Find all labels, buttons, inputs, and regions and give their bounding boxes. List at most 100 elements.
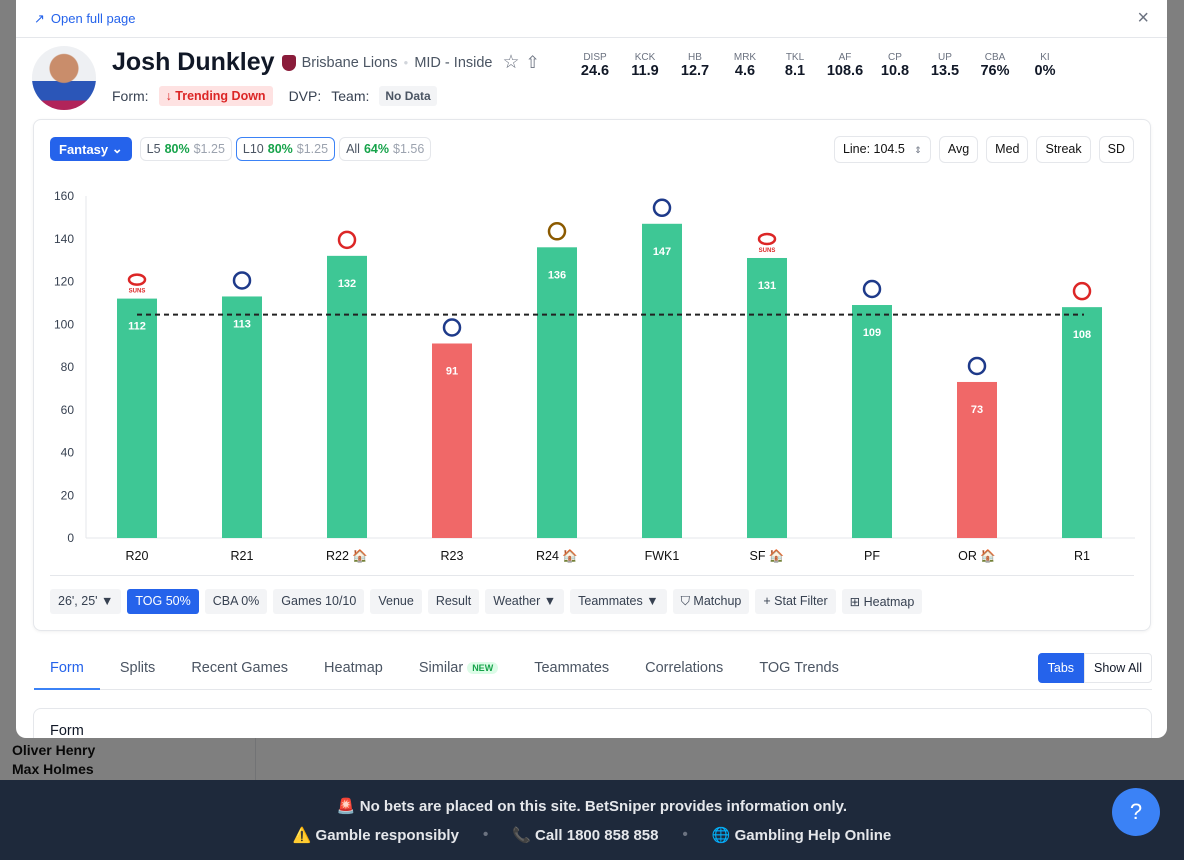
filter-chip[interactable]: Teammates ▼ [570,589,667,614]
bar-value-label: 108 [1073,329,1091,341]
bar-value-label: 91 [446,365,458,377]
chart-card: Fantasy ⌄ L5 80% $1.25 L10 80% $1.25 All 64% $1.… [33,119,1151,631]
x-tick-label: R24 🏠 [536,549,578,563]
filter-chip[interactable]: 26', 25' ▼ [50,589,122,614]
tabs-toggle[interactable]: Tabs [1037,653,1085,683]
stat-value: 12.7 [680,63,710,79]
tab-similar[interactable]: Similar NEW [419,652,499,690]
form-badge: ↓ Trending Down [158,86,273,106]
x-tick-label: OR 🏠 [958,549,996,563]
opponent-logo-icon [652,198,672,218]
dvp-label: DVP: [288,88,322,104]
tab-splits[interactable]: Splits [119,660,156,676]
disclaimer: 🚨 No bets are placed on this site. BetSn… [336,798,848,815]
separator: • [682,826,688,843]
bar [117,298,157,538]
y-tick-label: 120 [54,275,74,289]
bar [327,255,367,538]
x-tick-label: R1 [1074,549,1090,563]
call-link[interactable]: 📞 Call 1800 858 858 [512,827,659,844]
opponent-logo-icon [232,271,252,290]
y-tick-label: 0 [67,531,74,545]
bar-value-label: 147 [653,246,671,258]
stat-label: HB [688,52,702,63]
opponent-logo-icon [1072,281,1092,301]
filter-chip[interactable]: TOG 50% [127,589,199,614]
team-logo-icon [281,54,296,71]
stat-value: 10.8 [880,63,910,79]
stat-select[interactable]: Fantasy ⌄ [50,137,132,161]
share-icon[interactable]: ⇧ [525,52,540,72]
team-badge: No Data [379,86,437,106]
line-input[interactable]: Line: 104.5 ⇕ [833,136,931,163]
filter-chip[interactable]: Venue [370,589,422,614]
y-tick-label: 20 [61,488,75,502]
filter-chip[interactable]: + Stat Filter [755,589,836,614]
help-button[interactable]: ? [1112,788,1160,836]
stat-value: 8.1 [784,63,806,79]
bar-value-label: 73 [971,404,983,416]
bar [222,296,262,538]
filter-bar: 26', 25' ▼ TOG 50% CBA 0% Games 10/10 Venue R… [50,589,923,614]
show-all-toggle[interactable]: Show All [1084,653,1152,683]
question-icon: ? [1129,799,1143,824]
stat-value: 13.5 [930,63,960,79]
range-l10[interactable]: L10 80% $1.25 [235,137,336,161]
y-tick-label: 40 [61,446,75,460]
streak-button[interactable]: Streak [1036,136,1091,163]
bar-value-label: 109 [863,327,881,339]
filter-chip[interactable]: Result [427,589,480,614]
close-icon[interactable]: × [1137,7,1149,29]
avatar [32,46,96,110]
stat-label: TKL [785,52,805,63]
x-tick-label: R23 [441,549,464,563]
section-title: Form [50,723,84,738]
gamble-responsibly-link[interactable]: ⚠️ Gamble responsibly [292,827,459,844]
tab-form[interactable]: Form [34,652,100,690]
opponent-logo-icon [967,356,987,376]
stat-value: 108.6 [826,63,864,79]
filter-chip[interactable]: ⛉ Matchup [672,589,750,614]
stat-up: UP 13.5 [920,52,970,79]
filter-chip[interactable]: Weather ▼ [485,589,565,614]
stat-label: MRK [733,52,757,63]
form-label: Form: [112,88,149,104]
filter-chip[interactable]: ⊞ Heatmap [841,589,923,614]
stat-value: 24.6 [580,63,610,79]
range-all[interactable]: All 64% $1.56 [339,137,432,161]
tab-recent-games[interactable]: Recent Games [191,660,289,676]
tab-bar: Form Splits Recent Games Heatmap Similar NEW T… [34,652,1152,690]
x-tick-label: R22 🏠 [326,549,368,563]
gambling-help-link[interactable]: 🌐 Gambling Help Online [711,827,892,844]
tab-teammates[interactable]: Teammates [534,660,610,676]
bar [747,257,787,538]
separator: • [482,826,489,843]
avg-button[interactable]: Avg [938,136,979,163]
range-l5[interactable]: L5 80% $1.25 [139,137,232,161]
med-button[interactable]: Med [986,136,1029,163]
tab-correlations[interactable]: Correlations [645,660,724,676]
open-full-page-link[interactable]: ↗ Open full page [34,10,136,27]
opponent-logo-text: SUNS [129,289,146,295]
bar-value-label: 131 [758,280,776,292]
player-name: Josh Dunkley [112,48,275,76]
stat-value: 4.6 [734,63,756,79]
sd-button[interactable]: SD [1098,136,1134,163]
filter-chip[interactable]: CBA 0% [204,589,268,614]
bar [852,305,892,538]
tab-heatmap[interactable]: Heatmap [324,660,383,676]
team-label: Team: [331,88,370,104]
bar [537,247,577,539]
star-icon[interactable]: ☆ [502,52,520,73]
bar [957,381,997,538]
player-modal: ↗ Open full page × Josh Dunkley Brisbane … [16,0,1167,738]
x-tick-label: R21 [231,549,254,563]
stat-label: UP [938,52,952,63]
stat-kck: KCK 11.9 [620,52,670,79]
bar-value-label: 112 [128,321,146,333]
team-name[interactable]: Brisbane Lions [301,54,398,71]
tab-tog-trends[interactable]: TOG Trends [759,660,839,676]
filter-chip[interactable]: Games 10/10 [273,589,365,614]
bar [432,343,472,538]
stepper-icon[interactable]: ⇕ [914,145,922,155]
